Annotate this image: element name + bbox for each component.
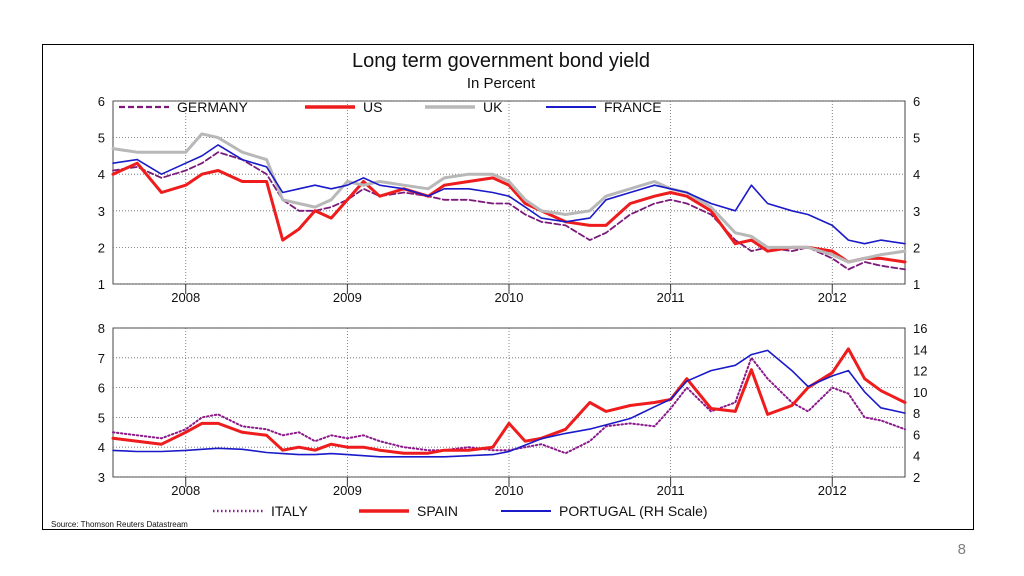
x-tick-label: 2009 (333, 290, 362, 305)
x-tick-label: 2012 (818, 483, 847, 498)
legend-label: ITALY (271, 503, 308, 519)
y-tick-label: 4 (98, 440, 105, 455)
series-line-spain (111, 347, 907, 455)
bottom-legend: ITALY SPAIN PORTUGAL (RH Scale) (213, 503, 708, 519)
legend-label: FRANCE (604, 99, 662, 115)
x-tick-label: 2011 (657, 290, 685, 305)
y-tick-label: 2 (98, 240, 105, 255)
right-y-tick-label: 5 (913, 131, 920, 146)
top-legend: GERMANY US UK FRANCE (119, 99, 662, 115)
y-tick-label: 5 (98, 410, 105, 425)
slide-number: 8 (957, 541, 966, 558)
right-y-tick-label: 4 (913, 167, 920, 182)
x-tick-label: 2008 (171, 483, 200, 498)
y-tick-label: 6 (98, 381, 105, 396)
right-y-tick-label: 14 (913, 342, 927, 357)
right-y-tick-label: 6 (913, 94, 920, 109)
right-y-tick-label: 16 (913, 321, 927, 336)
right-y-tick-label: 6 (913, 427, 920, 442)
top-panel: 1 2 3 4 5 6 1 2 3 4 5 6 2008 2009 2010 2011 2012 (98, 94, 920, 305)
x-tick-label: 2010 (495, 483, 524, 498)
legend-label: US (363, 99, 382, 115)
series-line-italy (112, 356, 906, 455)
right-y-tick-label: 3 (913, 204, 920, 219)
y-tick-label: 1 (98, 277, 105, 292)
legend-label: SPAIN (417, 503, 458, 519)
x-tick-label: 2012 (818, 290, 847, 305)
y-tick-label: 5 (98, 131, 105, 146)
series-line-portugal-rh-scale (112, 349, 906, 458)
x-tick-label: 2011 (657, 483, 685, 498)
y-tick-label: 4 (98, 167, 105, 182)
y-tick-label: 3 (98, 470, 105, 485)
series-line-us (111, 161, 907, 264)
right-y-tick-label: 12 (913, 364, 927, 379)
right-y-tick-label: 10 (913, 385, 927, 400)
x-tick-label: 2010 (495, 290, 524, 305)
legend-label: PORTUGAL (RH Scale) (559, 503, 708, 519)
right-y-tick-label: 2 (913, 470, 920, 485)
bond-yield-chart: Long term government bond yield In Perce… (51, 50, 928, 529)
bottom-panel: 3 4 5 6 7 8 2 4 6 8 10 12 14 16 2008 2009 2010 2011 2012 (98, 321, 928, 498)
chart-subtitle: In Percent (467, 75, 536, 92)
y-tick-label: 6 (98, 94, 105, 109)
x-tick-label: 2008 (171, 290, 200, 305)
source-note: Source: Thomson Reuters Datastream (51, 520, 188, 529)
y-tick-label: 8 (98, 321, 105, 336)
right-y-tick-label: 2 (913, 240, 920, 255)
y-tick-label: 7 (98, 351, 105, 366)
right-y-tick-label: 1 (913, 277, 920, 292)
legend-label: UK (483, 99, 503, 115)
right-y-tick-label: 8 (913, 406, 920, 421)
x-tick-label: 2009 (333, 483, 362, 498)
right-y-tick-label: 4 (913, 449, 920, 464)
chart-frame: Long term government bond yield In Perce… (42, 44, 974, 530)
series-line-uk (111, 132, 907, 264)
legend-label: GERMANY (177, 99, 248, 115)
y-tick-label: 3 (98, 204, 105, 219)
series-line-france (112, 144, 906, 245)
chart-title: Long term government bond yield (352, 50, 650, 72)
